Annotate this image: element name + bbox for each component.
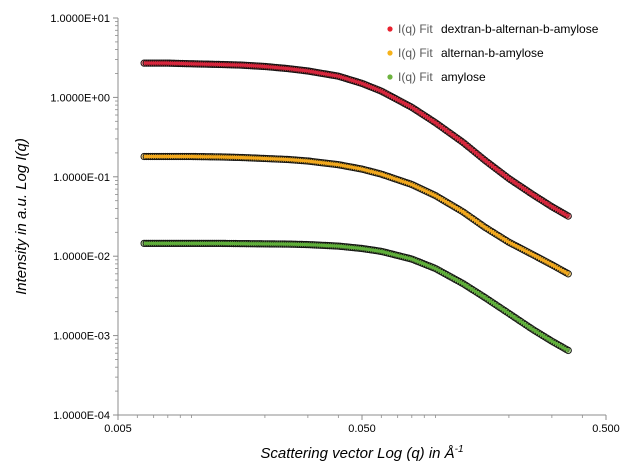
legend-item: I(q) Fit alternan-b-amylose: [387, 46, 544, 60]
legend-item: I(q) Fit dextran-b-alternan-b-amylose: [387, 22, 599, 36]
legend-label: amylose: [441, 70, 486, 84]
legend-marker: [387, 50, 393, 56]
series-dextran-b-alternan-b-amylose: [140, 59, 572, 220]
y-tick-label: 1.0000E+00: [50, 92, 110, 104]
axes: 1.0000E-04 1.0000E-03 1.0000E-02 1.0000E-01…: [13, 13, 620, 462]
series-alternan-b-amylose: [140, 152, 572, 278]
y-axis-title: Intensity in a.u. Log I(q): [13, 138, 30, 295]
legend-prefix: I(q) Fit: [398, 46, 433, 60]
y-tick-label: 1.0000E-01: [53, 172, 110, 184]
legend-prefix: I(q) Fit: [398, 70, 433, 84]
x-tick-label: 0.050: [348, 423, 376, 435]
x-axis-title-superscript: -1: [455, 444, 464, 455]
legend: I(q) Fit dextran-b-alternan-b-amyloseI(q)…: [387, 22, 599, 84]
y-tick-label: 1.0000E-04: [53, 410, 110, 422]
y-tick-label: 1.0000E+01: [50, 13, 110, 25]
y-tick-label: 1.0000E-02: [53, 251, 110, 263]
data-layer: [140, 59, 572, 355]
x-axis-title: Scattering vector Log (q) in Å-1: [260, 444, 463, 462]
x-tick-label: 0.500: [592, 423, 620, 435]
fit-line: [144, 155, 569, 276]
legend-item: I(q) Fit amylose: [387, 70, 486, 84]
x-tick-label: 0.005: [104, 423, 132, 435]
series-amylose: [140, 239, 572, 355]
legend-label: dextran-b-alternan-b-amylose: [441, 22, 599, 36]
legend-marker: [387, 74, 393, 80]
legend-marker: [387, 26, 393, 32]
legend-prefix: I(q) Fit: [398, 22, 433, 36]
legend-label: alternan-b-amylose: [441, 46, 544, 60]
y-tick-label: 1.0000E-03: [53, 331, 110, 343]
fit-line: [144, 241, 569, 352]
fit-line: [144, 61, 569, 218]
